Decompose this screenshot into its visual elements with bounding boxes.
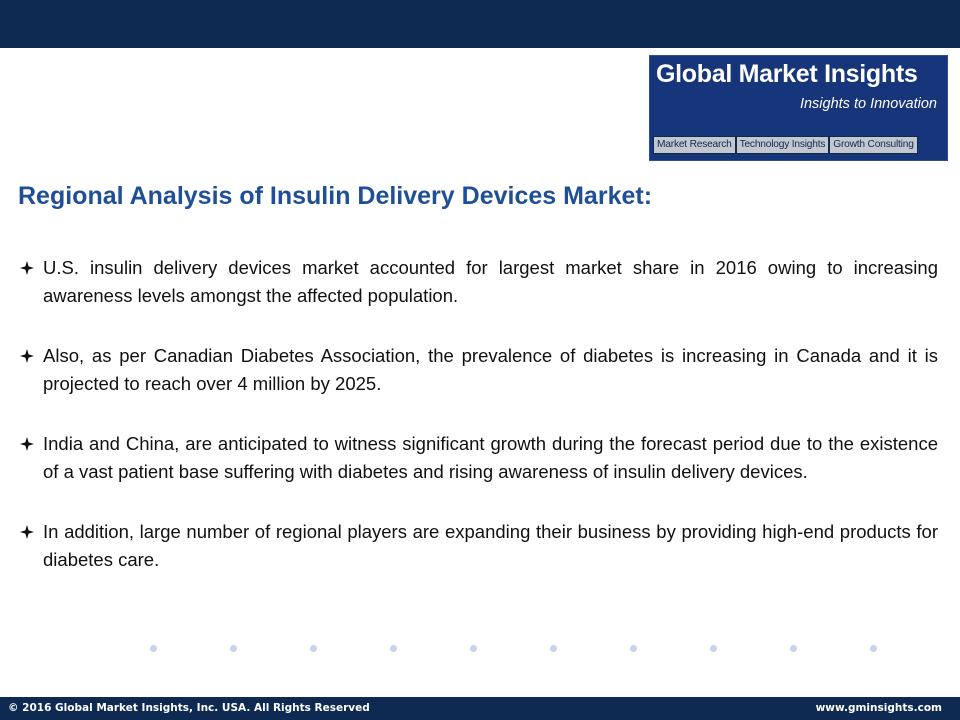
logo-service-technology-insights: Technology Insights [735, 136, 830, 154]
slide-title: Regional Analysis of Insulin Delivery De… [18, 182, 653, 210]
footer-copyright: © 2016 Global Market Insights, Inc. USA.… [8, 702, 370, 714]
four-point-star-diamond-icon [18, 342, 36, 370]
bullet-text: India and China, are anticipated to witn… [43, 433, 938, 482]
bullet-text: In addition, large number of regional pl… [43, 521, 938, 570]
bullet-list: U.S. insulin delivery devices market acc… [18, 254, 938, 606]
four-point-star-diamond-icon [18, 254, 36, 282]
bullet-text: U.S. insulin delivery devices market acc… [43, 257, 938, 306]
dot [150, 645, 157, 652]
bullet-item: U.S. insulin delivery devices market acc… [18, 254, 938, 310]
dot [550, 645, 557, 652]
four-point-star-diamond-icon [18, 518, 36, 546]
footer-website-link[interactable]: www.gminsights.com [815, 702, 942, 714]
bullet-item: In addition, large number of regional pl… [18, 518, 938, 574]
logo-service-market-research: Market Research [653, 136, 736, 154]
dot [630, 645, 637, 652]
bullet-text: Also, as per Canadian Diabetes Associati… [43, 345, 938, 394]
dot [390, 645, 397, 652]
header-bar [0, 0, 960, 48]
dot [790, 645, 797, 652]
logo: Global Market Insights Insights to Innov… [649, 55, 948, 161]
dot [470, 645, 477, 652]
logo-services: Market Research Technology Insights Grow… [653, 136, 918, 154]
four-point-star-diamond-icon [18, 430, 36, 458]
bullet-item: Also, as per Canadian Diabetes Associati… [18, 342, 938, 398]
footer: © 2016 Global Market Insights, Inc. USA.… [0, 697, 960, 720]
dot [310, 645, 317, 652]
dot-separator [0, 640, 960, 656]
dot [230, 645, 237, 652]
logo-title: Global Market Insights [656, 60, 918, 88]
dot [710, 645, 717, 652]
dot [870, 645, 877, 652]
logo-service-growth-consulting: Growth Consulting [829, 136, 918, 154]
bullet-item: India and China, are anticipated to witn… [18, 430, 938, 486]
logo-tagline: Insights to Innovation [799, 96, 937, 112]
